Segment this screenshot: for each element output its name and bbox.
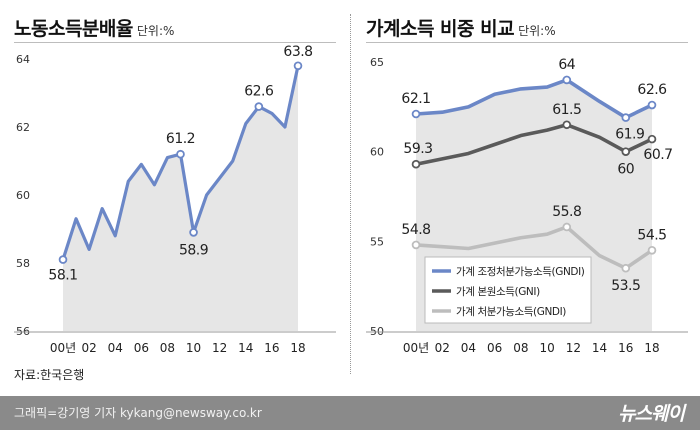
- data-point: [647, 100, 657, 110]
- y-tick-label: 58: [16, 257, 30, 270]
- data-point: [647, 246, 657, 255]
- data-label: 54.5: [637, 227, 666, 243]
- x-tick-label: 10: [186, 341, 201, 355]
- legend-label: 가계 본원소득(GNI): [456, 286, 540, 298]
- data-point: [562, 222, 572, 232]
- data-label: 64: [558, 57, 575, 73]
- right-chart-unit: 단위:%: [518, 24, 556, 38]
- left-chart-title: 노동소득분배율 단위:%: [14, 18, 175, 40]
- x-tick-label: 10: [539, 341, 554, 355]
- x-tick-label: 14: [592, 341, 607, 355]
- data-point: [58, 255, 68, 264]
- x-tick-label: 14: [238, 341, 253, 355]
- y-tick-label: 60: [370, 146, 384, 159]
- gndi-adj-line: [414, 78, 654, 120]
- x-tick-label: 16: [264, 341, 279, 355]
- x-tick-label: 18: [290, 341, 305, 355]
- data-label: 63.8: [283, 44, 312, 60]
- data-label: 54.8: [401, 222, 430, 238]
- left-title-rule: [14, 42, 336, 43]
- data-label: 61.5: [552, 102, 581, 118]
- source-note: 자료:한국은행: [14, 368, 85, 382]
- data-point: [411, 159, 421, 169]
- x-tick-label: 18: [644, 341, 659, 355]
- graphic-credit: 그래픽=강기영 기자 kykang@newsway.co.kr: [14, 406, 262, 420]
- x-tick-label: 00년: [50, 341, 76, 355]
- gndi-disp-line: [414, 225, 654, 271]
- data-label: 62.1: [401, 91, 430, 107]
- x-tick-label: 06: [134, 341, 149, 355]
- data-point: [411, 109, 421, 119]
- left-chart-unit: 단위:%: [136, 24, 175, 38]
- x-tick-label: 00년: [403, 341, 429, 355]
- data-point: [293, 61, 303, 71]
- footer-bar: 그래픽=강기영 기자 kykang@newsway.co.kr 뉴스웨이: [0, 396, 700, 430]
- data-point: [254, 102, 264, 111]
- x-tick-label: 16: [618, 341, 633, 355]
- data-point: [411, 240, 421, 250]
- x-tick-label: 06: [487, 341, 502, 355]
- data-label: 55.8: [552, 204, 581, 220]
- labor-share-area: [63, 65, 298, 332]
- data-point: [621, 263, 631, 273]
- y-tick-label: 55: [370, 235, 384, 248]
- data-point: [562, 75, 572, 85]
- data-point: [647, 134, 657, 144]
- data-label: 60: [617, 162, 634, 178]
- x-tick-label: 04: [461, 341, 476, 355]
- y-tick-label: 65: [370, 56, 384, 69]
- data-point: [562, 120, 572, 130]
- legend-box: [424, 256, 592, 324]
- y-tick-label: 62: [16, 121, 30, 134]
- x-tick-label: 08: [160, 341, 175, 355]
- x-tick-label: 02: [435, 341, 450, 355]
- x-tick-label: 08: [513, 341, 528, 355]
- brand-logo: 뉴스웨이: [618, 403, 685, 425]
- data-label: 58.9: [179, 242, 208, 258]
- x-tick-label: 04: [108, 341, 123, 355]
- data-label: 62.6: [244, 84, 274, 100]
- data-point: [621, 113, 631, 122]
- data-label: 53.5: [611, 278, 640, 294]
- right-chart-title: 가계소득 비중 비교 단위:%: [366, 18, 556, 40]
- data-label: 60.7: [643, 147, 672, 163]
- data-point: [189, 228, 198, 237]
- legend-label: 가계 조정처분가능소득(GNDI): [456, 266, 585, 278]
- data-label: 58.1: [48, 268, 77, 284]
- x-tick-label: 12: [212, 341, 227, 355]
- data-label: 61.2: [166, 131, 195, 147]
- data-label: 61.9: [615, 127, 644, 143]
- y-tick-label: 64: [16, 53, 30, 66]
- data-point: [621, 147, 631, 156]
- panel-divider: [350, 14, 352, 374]
- data-label: 62.6: [637, 82, 667, 98]
- legend-label: 가계 처분가능소득(GNDI): [456, 306, 566, 318]
- data-point: [176, 149, 185, 159]
- data-label: 59.3: [403, 141, 432, 157]
- y-tick-label: 60: [16, 189, 30, 202]
- right-title-rule: [366, 42, 688, 43]
- gni-line: [414, 122, 654, 167]
- x-tick-label: 12: [566, 341, 581, 355]
- x-tick-label: 02: [81, 341, 96, 355]
